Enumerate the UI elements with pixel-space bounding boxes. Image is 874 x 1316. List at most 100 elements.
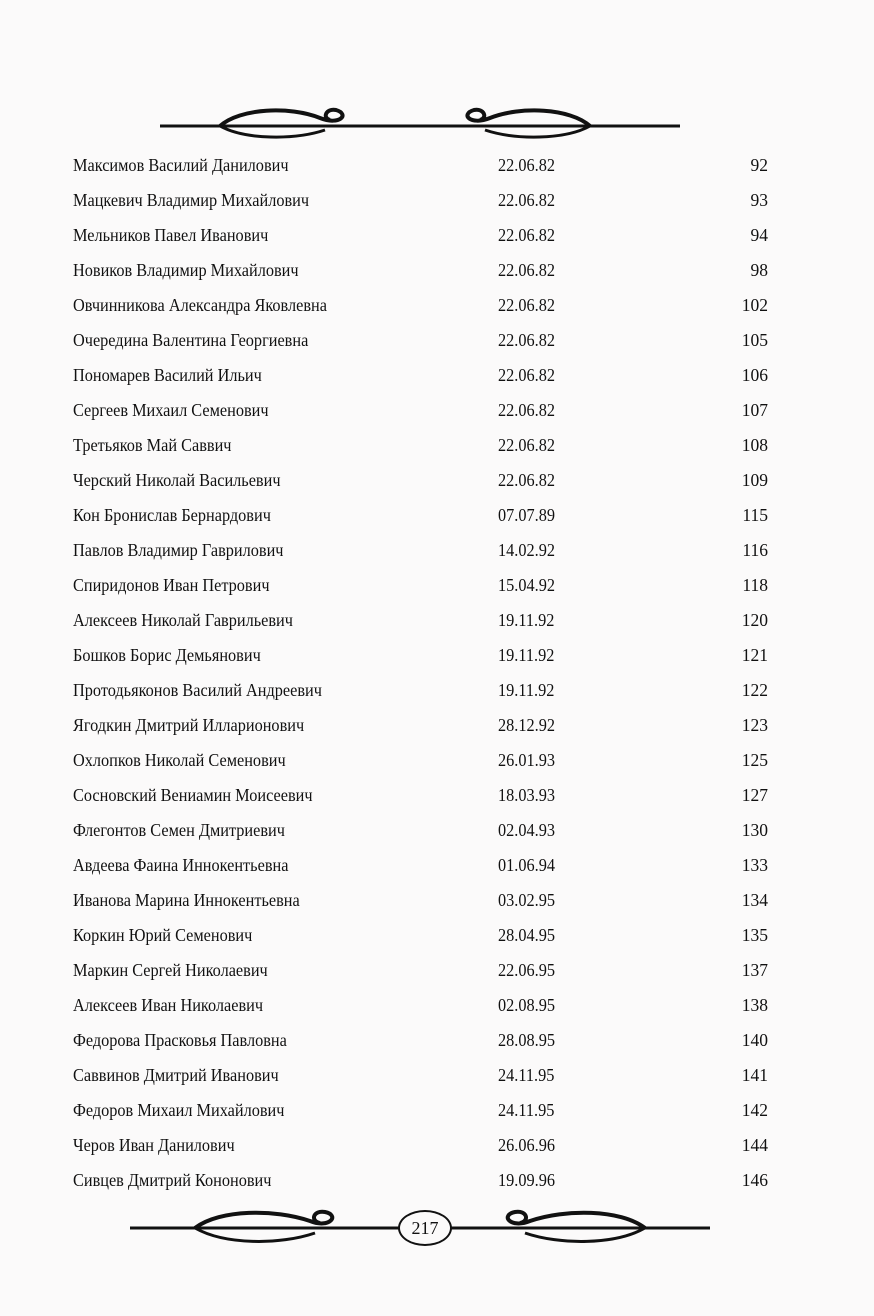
list-item: Мацкевич Владимир Михайлович 22.06.82 93 (0, 188, 874, 212)
entry-number: 109 (741, 470, 768, 490)
entry-number: 144 (741, 1135, 768, 1155)
entry-date: 22.06.82 (498, 260, 555, 280)
entry-name: Сосновский Вениамин Моисеевич (73, 785, 313, 805)
list-item: Авдеева Фаина Иннокентьевна 01.06.94 133 (0, 853, 874, 877)
entry-name: Маркин Сергей Николаевич (73, 960, 268, 980)
list-item: Очередина Валентина Георгиевна 22.06.82 10… (0, 328, 874, 352)
entry-number: 127 (741, 785, 768, 805)
entry-date: 22.06.82 (498, 400, 555, 420)
entry-date: 18.03.93 (498, 785, 555, 805)
entry-date: 26.06.96 (498, 1135, 555, 1155)
list-item: Максимов Василий Данилович 22.06.82 92 (0, 153, 874, 177)
entry-name: Авдеева Фаина Иннокентьевна (73, 855, 289, 875)
entry-name: Протодьяконов Василий Андреевич (73, 680, 322, 700)
list-item: Сосновский Вениамин Моисеевич 18.03.93 127 (0, 783, 874, 807)
list-item: Алексеев Иван Николаевич 02.08.95 138 (0, 993, 874, 1017)
top-ornament (160, 107, 680, 139)
entry-number: 118 (742, 575, 768, 595)
entry-date: 22.06.95 (498, 960, 555, 980)
entry-number: 122 (741, 680, 768, 700)
list-item: Новиков Владимир Михайлович 22.06.82 98 (0, 258, 874, 282)
entry-date: 24.11.95 (498, 1065, 555, 1085)
entry-date: 15.04.92 (498, 575, 555, 595)
entry-number: 106 (741, 365, 768, 385)
entry-date: 22.06.82 (498, 225, 555, 245)
entry-date: 02.08.95 (498, 995, 555, 1015)
entry-number: 98 (750, 260, 769, 280)
entry-name: Черов Иван Данилович (73, 1135, 235, 1155)
entry-date: 26.01.93 (498, 750, 555, 770)
entry-name: Очередина Валентина Георгиевна (73, 330, 309, 350)
entry-date: 24.11.95 (498, 1100, 555, 1120)
entry-number: 140 (741, 1030, 768, 1050)
entry-number: 123 (741, 715, 768, 735)
list-item: Алексеев Николай Гаврильевич 19.11.92 120 (0, 608, 874, 632)
list-item: Федорова Прасковья Павловна 28.08.95 140 (0, 1028, 874, 1052)
list-item: Флегонтов Семен Дмитриевич 02.04.93 130 (0, 818, 874, 842)
entry-name: Третьяков Май Саввич (73, 435, 232, 455)
entry-date: 22.06.82 (498, 155, 555, 175)
entry-name: Новиков Владимир Михайлович (73, 260, 299, 280)
entry-date: 14.02.92 (498, 540, 555, 560)
entry-name: Коркин Юрий Семенович (73, 925, 253, 945)
list-item: Коркин Юрий Семенович 28.04.95 135 (0, 923, 874, 947)
entry-date: 28.12.92 (498, 715, 555, 735)
entry-date: 22.06.82 (498, 330, 555, 350)
entry-name: Павлов Владимир Гаврилович (73, 540, 284, 560)
entry-number: 134 (741, 890, 768, 910)
list-item: Кон Бронислав Бернардович 07.07.89 115 (0, 503, 874, 527)
entry-number: 141 (741, 1065, 768, 1085)
entry-name: Овчинникова Александра Яковлевна (73, 295, 328, 315)
entry-number: 142 (741, 1100, 768, 1120)
list-item: Третьяков Май Саввич 22.06.82 108 (0, 433, 874, 457)
entry-date: 01.06.94 (498, 855, 555, 875)
page-number: 217 (398, 1210, 452, 1246)
entry-name: Флегонтов Семен Дмитриевич (73, 820, 285, 840)
entry-number: 94 (750, 225, 769, 245)
entry-date: 28.08.95 (498, 1030, 555, 1050)
entry-name: Сергеев Михаил Семенович (73, 400, 269, 420)
list-item: Саввинов Дмитрий Иванович 24.11.95 141 (0, 1063, 874, 1087)
entry-name: Охлопков Николай Семенович (73, 750, 286, 770)
entry-date: 22.06.82 (498, 435, 555, 455)
entry-name: Федорова Прасковья Павловна (73, 1030, 287, 1050)
entry-name: Алексеев Иван Николаевич (73, 995, 264, 1015)
entry-name: Алексеев Николай Гаврильевич (73, 610, 293, 630)
entry-number: 93 (750, 190, 769, 210)
list-item: Охлопков Николай Семенович 26.01.93 125 (0, 748, 874, 772)
entry-number: 107 (741, 400, 768, 420)
list-item: Маркин Сергей Николаевич 22.06.95 137 (0, 958, 874, 982)
entry-number: 120 (741, 610, 768, 630)
entry-number: 115 (742, 505, 768, 525)
entry-name: Иванова Марина Иннокентьевна (73, 890, 300, 910)
entry-name: Бошков Борис Демьянович (73, 645, 261, 665)
entry-name: Кон Бронислав Бернардович (73, 505, 271, 525)
entry-name: Федоров Михаил Михайлович (73, 1100, 285, 1120)
entry-number: 137 (741, 960, 768, 980)
entry-number: 108 (741, 435, 768, 455)
entry-number: 125 (741, 750, 768, 770)
list-item: Павлов Владимир Гаврилович 14.02.92 116 (0, 538, 874, 562)
list-item: Черский Николай Васильевич 22.06.82 109 (0, 468, 874, 492)
entry-number: 146 (741, 1170, 768, 1190)
entry-date: 22.06.82 (498, 365, 555, 385)
entry-number: 102 (741, 295, 768, 315)
entry-number: 92 (750, 155, 769, 175)
list-item: Сивцев Дмитрий Кононович 19.09.96 146 (0, 1168, 874, 1192)
entry-date: 19.11.92 (498, 610, 555, 630)
entry-name: Пономарев Василий Ильич (73, 365, 262, 385)
entry-number: 135 (741, 925, 768, 945)
entry-date: 22.06.82 (498, 190, 555, 210)
list-item: Пономарев Василий Ильич 22.06.82 106 (0, 363, 874, 387)
entry-name: Черский Николай Васильевич (73, 470, 281, 490)
entry-date: 02.04.93 (498, 820, 555, 840)
entry-date: 22.06.82 (498, 470, 555, 490)
entry-date: 19.11.92 (498, 645, 555, 665)
list-item: Бошков Борис Демьянович 19.11.92 121 (0, 643, 874, 667)
list-item: Протодьяконов Василий Андреевич 19.11.92 1… (0, 678, 874, 702)
entry-date: 07.07.89 (498, 505, 555, 525)
entry-name: Ягодкин Дмитрий Илларионович (73, 715, 305, 735)
list-item: Мельников Павел Иванович 22.06.82 94 (0, 223, 874, 247)
entry-name: Сивцев Дмитрий Кононович (73, 1170, 272, 1190)
entry-number: 121 (741, 645, 768, 665)
